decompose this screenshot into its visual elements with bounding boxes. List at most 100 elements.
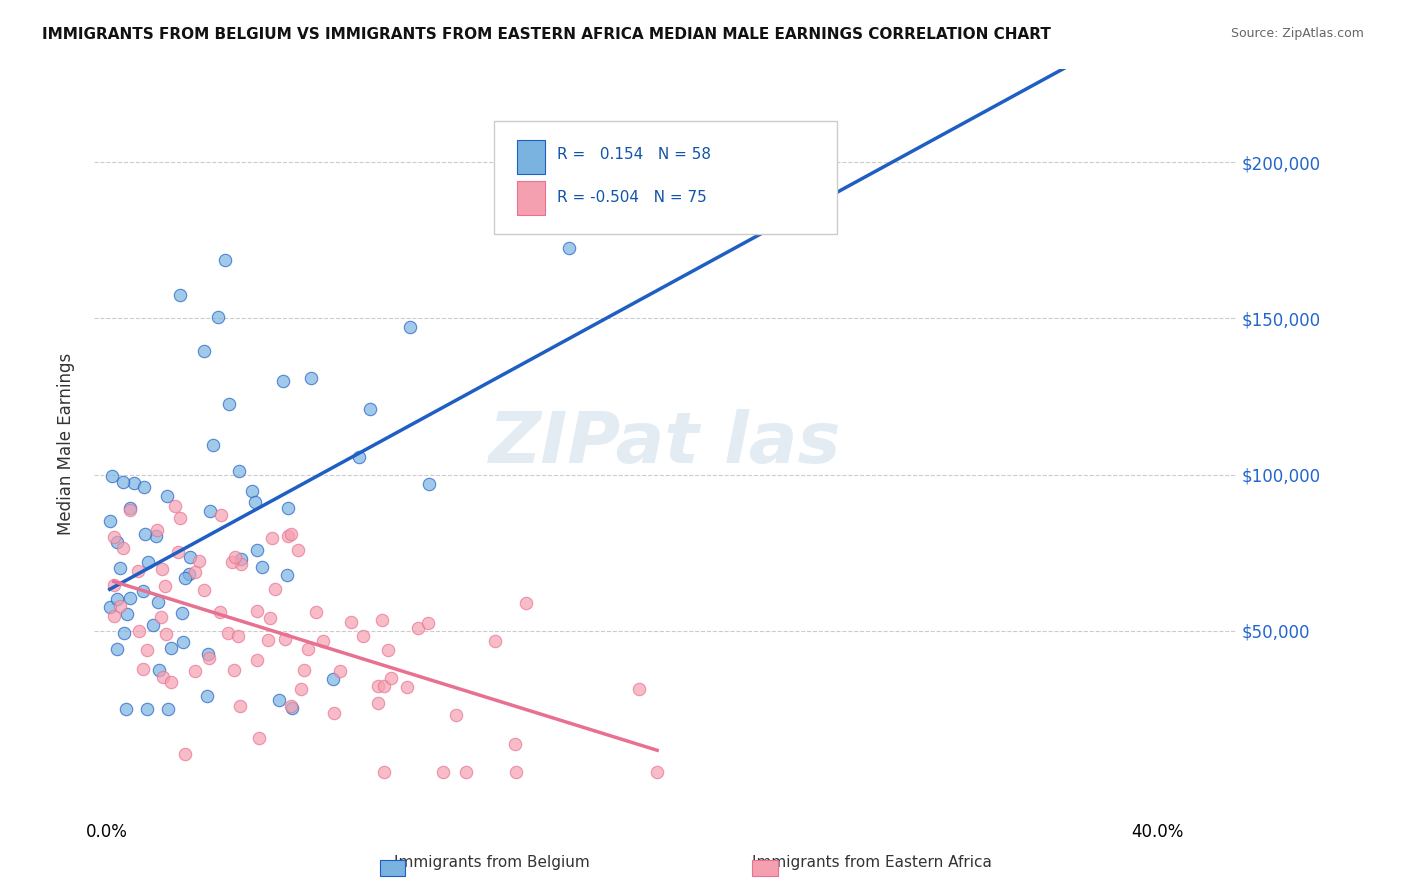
Point [153,579,176,593]
Point [276,568,298,582]
Point [197,647,219,661]
Bar [517,181,546,215]
Point [228,464,250,478]
Point [280,526,302,541]
Point [201,438,224,452]
Point [115,702,138,716]
Point [228,698,250,713]
Text: ZIPat las: ZIPat las [489,409,842,478]
Point [243,495,266,509]
Point [274,632,297,646]
Point [271,374,294,388]
Point [105,592,128,607]
Point [105,641,128,656]
Point [103,530,125,544]
Point [103,608,125,623]
Point [128,624,150,639]
Point [193,344,215,359]
Point [297,641,319,656]
Point [267,693,290,707]
Point [340,615,363,629]
Text: IMMIGRANTS FROM BELGIUM VS IMMIGRANTS FROM EASTERN AFRICA MEDIAN MALE EARNINGS C: IMMIGRANTS FROM BELGIUM VS IMMIGRANTS FR… [42,27,1052,42]
Text: R = -0.504   N = 75: R = -0.504 N = 75 [557,190,706,205]
Point [138,555,160,569]
Point [146,595,169,609]
Point [156,489,179,503]
Point [179,549,201,564]
Point [112,541,135,556]
Point [222,663,245,677]
Point [146,523,169,537]
Point [169,511,191,525]
Point [322,672,344,686]
Point [503,737,526,751]
Point [280,698,302,713]
Point [118,503,141,517]
Point [367,679,389,693]
Point [159,675,181,690]
Point [454,764,477,779]
Point [217,626,239,640]
Y-axis label: Median Male Earnings: Median Male Earnings [58,352,75,534]
Point [281,700,304,714]
Point [173,571,195,585]
Point [108,561,131,575]
Point [98,514,121,528]
Point [370,613,392,627]
Point [246,543,269,558]
Point [157,702,180,716]
Point [173,747,195,762]
Point [399,319,422,334]
Point [207,310,229,324]
Point [557,241,579,255]
Point [292,663,315,677]
Point [505,764,527,779]
Point [256,632,278,647]
Point [395,680,418,694]
Point [305,605,328,619]
Point [155,627,177,641]
Point [98,600,121,615]
Point [228,629,250,643]
Point [135,643,157,657]
Point [259,611,281,625]
Point [127,564,149,578]
Point [132,662,155,676]
Point [446,707,468,722]
Point [172,635,194,649]
Point [329,665,352,679]
Point [165,499,187,513]
Text: R =   0.154   N = 58: R = 0.154 N = 58 [557,147,711,162]
Point [200,504,222,518]
Point [120,591,142,606]
Point [263,582,285,596]
Point [250,559,273,574]
Point [169,287,191,301]
Point [247,731,270,745]
Point [287,543,309,558]
Point [373,680,395,694]
Bar [517,140,546,174]
Point [418,615,440,630]
Point [136,702,159,716]
Point [166,545,188,559]
Point [198,650,221,665]
Point [277,529,299,543]
Point [120,501,142,516]
Point [195,689,218,703]
Point [224,549,246,564]
Point [184,565,207,579]
Point [645,764,668,779]
Point [132,584,155,599]
Point [373,764,395,779]
Point [218,397,240,411]
Point [179,567,201,582]
Point [105,535,128,549]
Point [290,682,312,697]
Point [134,527,156,541]
Text: Immigrants from Belgium: Immigrants from Belgium [394,855,591,870]
Point [193,583,215,598]
Point [246,653,269,667]
Point [183,665,205,679]
Point [377,642,399,657]
